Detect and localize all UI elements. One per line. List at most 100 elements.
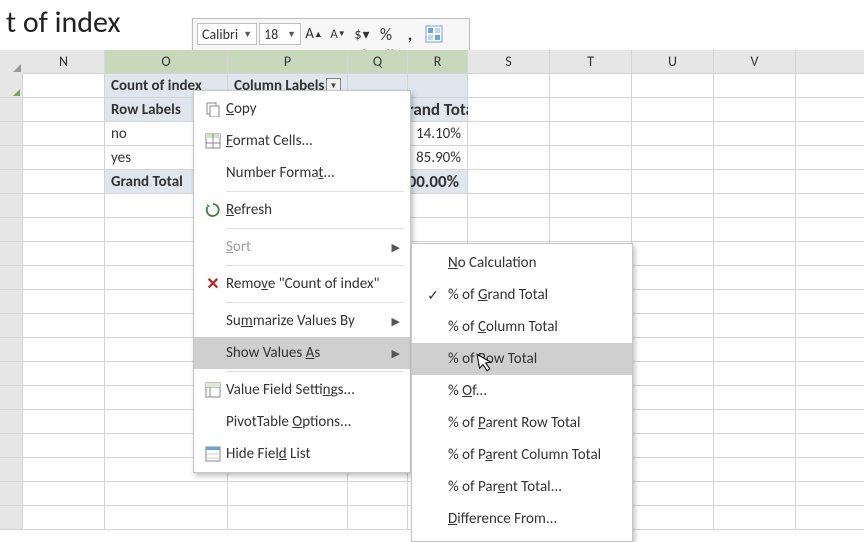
cell-blank[interactable] [23, 338, 105, 362]
cell-blank[interactable] [408, 218, 468, 242]
cell-blank[interactable] [228, 482, 348, 506]
row-header[interactable] [0, 338, 23, 362]
cell-blank[interactable] [550, 98, 632, 122]
menu-remove[interactable]: ✕ Remove "Count of index" [194, 268, 410, 300]
cell-blank[interactable] [632, 458, 714, 482]
percent-format-icon[interactable]: % [375, 23, 397, 45]
cell-blank[interactable] [714, 362, 796, 386]
cell-blank[interactable] [632, 170, 714, 194]
submenu-difference-from[interactable]: Difference From... [412, 503, 632, 535]
cell-blank[interactable] [105, 506, 228, 530]
cell-blank[interactable] [348, 482, 408, 506]
cell-blank[interactable] [23, 386, 105, 410]
cell-blank[interactable] [714, 218, 796, 242]
cell-blank[interactable] [23, 458, 105, 482]
cell-blank[interactable] [23, 218, 105, 242]
submenu-parent-row[interactable]: % of Parent Row Total [412, 407, 632, 439]
row-header[interactable] [0, 146, 23, 170]
cell-blank[interactable] [796, 458, 864, 482]
row-header[interactable] [0, 194, 23, 218]
cell-blank[interactable] [796, 410, 864, 434]
accounting-format-icon[interactable]: $▾ [351, 23, 373, 45]
row-header[interactable] [0, 410, 23, 434]
menu-format-cells[interactable]: Format Cells... [194, 125, 410, 157]
cell-blank[interactable] [796, 314, 864, 338]
cell-blank[interactable] [23, 146, 105, 170]
cell-blank[interactable] [550, 218, 632, 242]
cell-blank[interactable] [632, 266, 714, 290]
cell-blank[interactable] [632, 218, 714, 242]
cell-blank[interactable] [632, 290, 714, 314]
cell-blank[interactable] [714, 386, 796, 410]
col-header-n[interactable]: N [23, 50, 105, 74]
cell-blank[interactable] [632, 386, 714, 410]
cell-blank[interactable] [714, 434, 796, 458]
cell-blank[interactable] [632, 74, 714, 98]
row-header[interactable] [0, 266, 23, 290]
cell-blank[interactable] [468, 74, 550, 98]
row-header[interactable] [0, 98, 23, 122]
col-header-s[interactable]: S [468, 50, 550, 74]
pivot-r-gt[interactable]: 100.00% [408, 170, 468, 194]
cell-blank[interactable] [23, 314, 105, 338]
cell-blank[interactable] [228, 506, 348, 530]
cell-blank[interactable] [714, 458, 796, 482]
cell-blank[interactable] [796, 98, 864, 122]
cell-blank[interactable] [796, 506, 864, 530]
cell-blank[interactable] [632, 338, 714, 362]
menu-sort[interactable]: Sort ▶ [194, 231, 410, 263]
row-header[interactable] [0, 290, 23, 314]
cell-blank[interactable] [796, 482, 864, 506]
row-header[interactable] [0, 482, 23, 506]
cell-blank[interactable] [23, 410, 105, 434]
cell-blank[interactable] [714, 98, 796, 122]
menu-refresh[interactable]: Refresh [194, 194, 410, 226]
submenu-of[interactable]: % Of... [412, 375, 632, 407]
cell-blank[interactable] [23, 434, 105, 458]
cell-blank[interactable] [23, 506, 105, 530]
submenu-column-total[interactable]: % of Column Total [412, 311, 632, 343]
cell-blank[interactable] [714, 506, 796, 530]
cell-blank[interactable] [796, 338, 864, 362]
cell-blank[interactable] [468, 170, 550, 194]
cell-blank[interactable] [632, 122, 714, 146]
cell-blank[interactable] [408, 194, 468, 218]
cell-blank[interactable] [714, 122, 796, 146]
cell-blank[interactable] [796, 434, 864, 458]
row-header[interactable] [0, 386, 23, 410]
row-header[interactable] [0, 242, 23, 266]
row-header[interactable] [0, 314, 23, 338]
cell-blank[interactable] [632, 242, 714, 266]
cell-blank[interactable] [714, 314, 796, 338]
font-size-select[interactable]: 18 ▼ [259, 23, 301, 45]
cell-blank[interactable] [714, 266, 796, 290]
select-all-corner[interactable] [0, 50, 23, 74]
cell-blank[interactable] [714, 338, 796, 362]
cell-blank[interactable] [468, 146, 550, 170]
cell-blank[interactable] [796, 362, 864, 386]
submenu-row-total[interactable]: % of Row Total [412, 343, 632, 375]
row-header[interactable] [0, 434, 23, 458]
cell-blank[interactable] [23, 290, 105, 314]
cell-blank[interactable] [550, 194, 632, 218]
cell-blank[interactable] [714, 482, 796, 506]
menu-summarize[interactable]: Summarize Values By ▶ [194, 305, 410, 337]
cell-blank[interactable] [714, 410, 796, 434]
cell-blank[interactable] [632, 506, 714, 530]
row-header[interactable] [0, 170, 23, 194]
cell-blank[interactable] [714, 290, 796, 314]
cell-blank[interactable] [550, 122, 632, 146]
submenu-no-calculation[interactable]: No Calculation [412, 247, 632, 279]
row-header[interactable] [0, 458, 23, 482]
row-header[interactable] [0, 362, 23, 386]
submenu-grand-total[interactable]: ✓ % of Grand Total [412, 279, 632, 311]
col-header-blank[interactable] [796, 50, 864, 74]
row-header[interactable] [0, 506, 23, 530]
cell-blank[interactable] [23, 362, 105, 386]
cell-blank[interactable] [796, 194, 864, 218]
col-header-v[interactable]: V [714, 50, 796, 74]
cell-blank[interactable] [23, 266, 105, 290]
cell-blank[interactable] [714, 194, 796, 218]
row-header[interactable] [0, 218, 23, 242]
font-name-select[interactable]: Calibri ▼ [197, 23, 257, 45]
